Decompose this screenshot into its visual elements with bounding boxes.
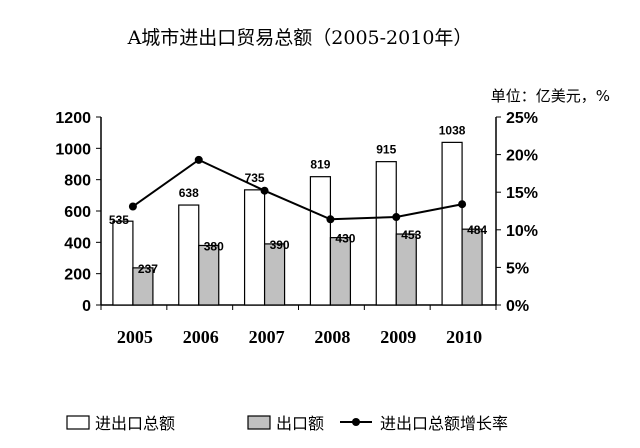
legend-swatch-total — [66, 415, 90, 430]
y-left-tick-label: 600 — [64, 204, 91, 221]
bar-total-label: 915 — [376, 143, 396, 157]
bar-export-label: 390 — [270, 238, 290, 252]
unit-label: 单位：亿美元，% — [491, 87, 610, 105]
y-left-tick-label: 200 — [64, 267, 91, 284]
bar-export-label: 380 — [204, 239, 224, 253]
y-left-tick-label: 400 — [64, 235, 91, 252]
bar-export-label: 453 — [401, 228, 421, 242]
bar-total — [375, 161, 397, 306]
y-left-tick-label: 1200 — [55, 110, 91, 127]
y-left-tick-label: 0 — [82, 298, 91, 315]
y-right-tick-label: 0% — [506, 298, 529, 315]
bar-export — [198, 244, 220, 306]
growth-rate-point — [194, 155, 203, 164]
bar-total-label: 1038 — [439, 123, 466, 137]
bar-export — [132, 267, 154, 306]
growth-rate-point — [260, 186, 269, 195]
y-right-tick-label: 25% — [506, 110, 538, 127]
x-tick-label: 2007 — [249, 327, 285, 347]
y-right-tick-label: 5% — [506, 260, 529, 277]
growth-rate-point — [392, 213, 401, 222]
x-tick-label: 2009 — [380, 327, 416, 347]
bar-export-label: 237 — [138, 262, 158, 276]
growth-rate-point — [458, 200, 467, 209]
y-right-tick-label: 10% — [506, 223, 538, 240]
legend: 进出口总额 出口额 进出口总额增长率 — [66, 414, 508, 433]
legend-swatch-export — [247, 415, 271, 430]
bar-export — [263, 243, 286, 306]
growth-rate-line — [132, 158, 463, 221]
bar-total-label: 735 — [245, 171, 265, 185]
bar-export-label: 430 — [335, 232, 355, 246]
bar-total — [112, 220, 134, 306]
growth-rate-point — [128, 202, 137, 211]
x-tick-label: 2010 — [446, 327, 482, 347]
x-tick-label: 2006 — [183, 327, 219, 347]
legend-label-export: 出口额 — [276, 414, 324, 433]
chart-title: A城市进出口贸易总额（2005-2010年） — [127, 27, 473, 49]
y-left-tick-label: 1000 — [55, 141, 91, 158]
bar-total-label: 638 — [179, 186, 199, 200]
growth-rate-point — [326, 215, 335, 224]
legend-swatch-growth-marker — [352, 418, 360, 426]
bar-total-label: 535 — [109, 213, 129, 227]
legend-label-growth: 进出口总额增长率 — [380, 414, 508, 433]
bar-export — [329, 237, 352, 306]
bar-total — [178, 204, 200, 306]
bar-total — [441, 141, 463, 306]
x-tick-label: 2005 — [117, 327, 153, 347]
bar-export — [395, 233, 417, 306]
y-right-tick-label: 20% — [506, 148, 538, 165]
y-left-tick-label: 800 — [64, 173, 91, 190]
bar-export — [461, 228, 483, 306]
legend-label-total: 进出口总额 — [95, 414, 175, 433]
x-tick-label: 2008 — [314, 327, 350, 347]
bar-total-label: 819 — [310, 158, 330, 172]
y-right-tick-label: 15% — [506, 185, 538, 202]
bar-total — [309, 176, 332, 306]
bar-total — [243, 189, 266, 306]
plot-area: 0 200 400 600 800 1000 1200 0% 5% 10% 15% 20% 25% 200… — [55, 110, 538, 347]
bar-export-label: 484 — [467, 223, 487, 237]
